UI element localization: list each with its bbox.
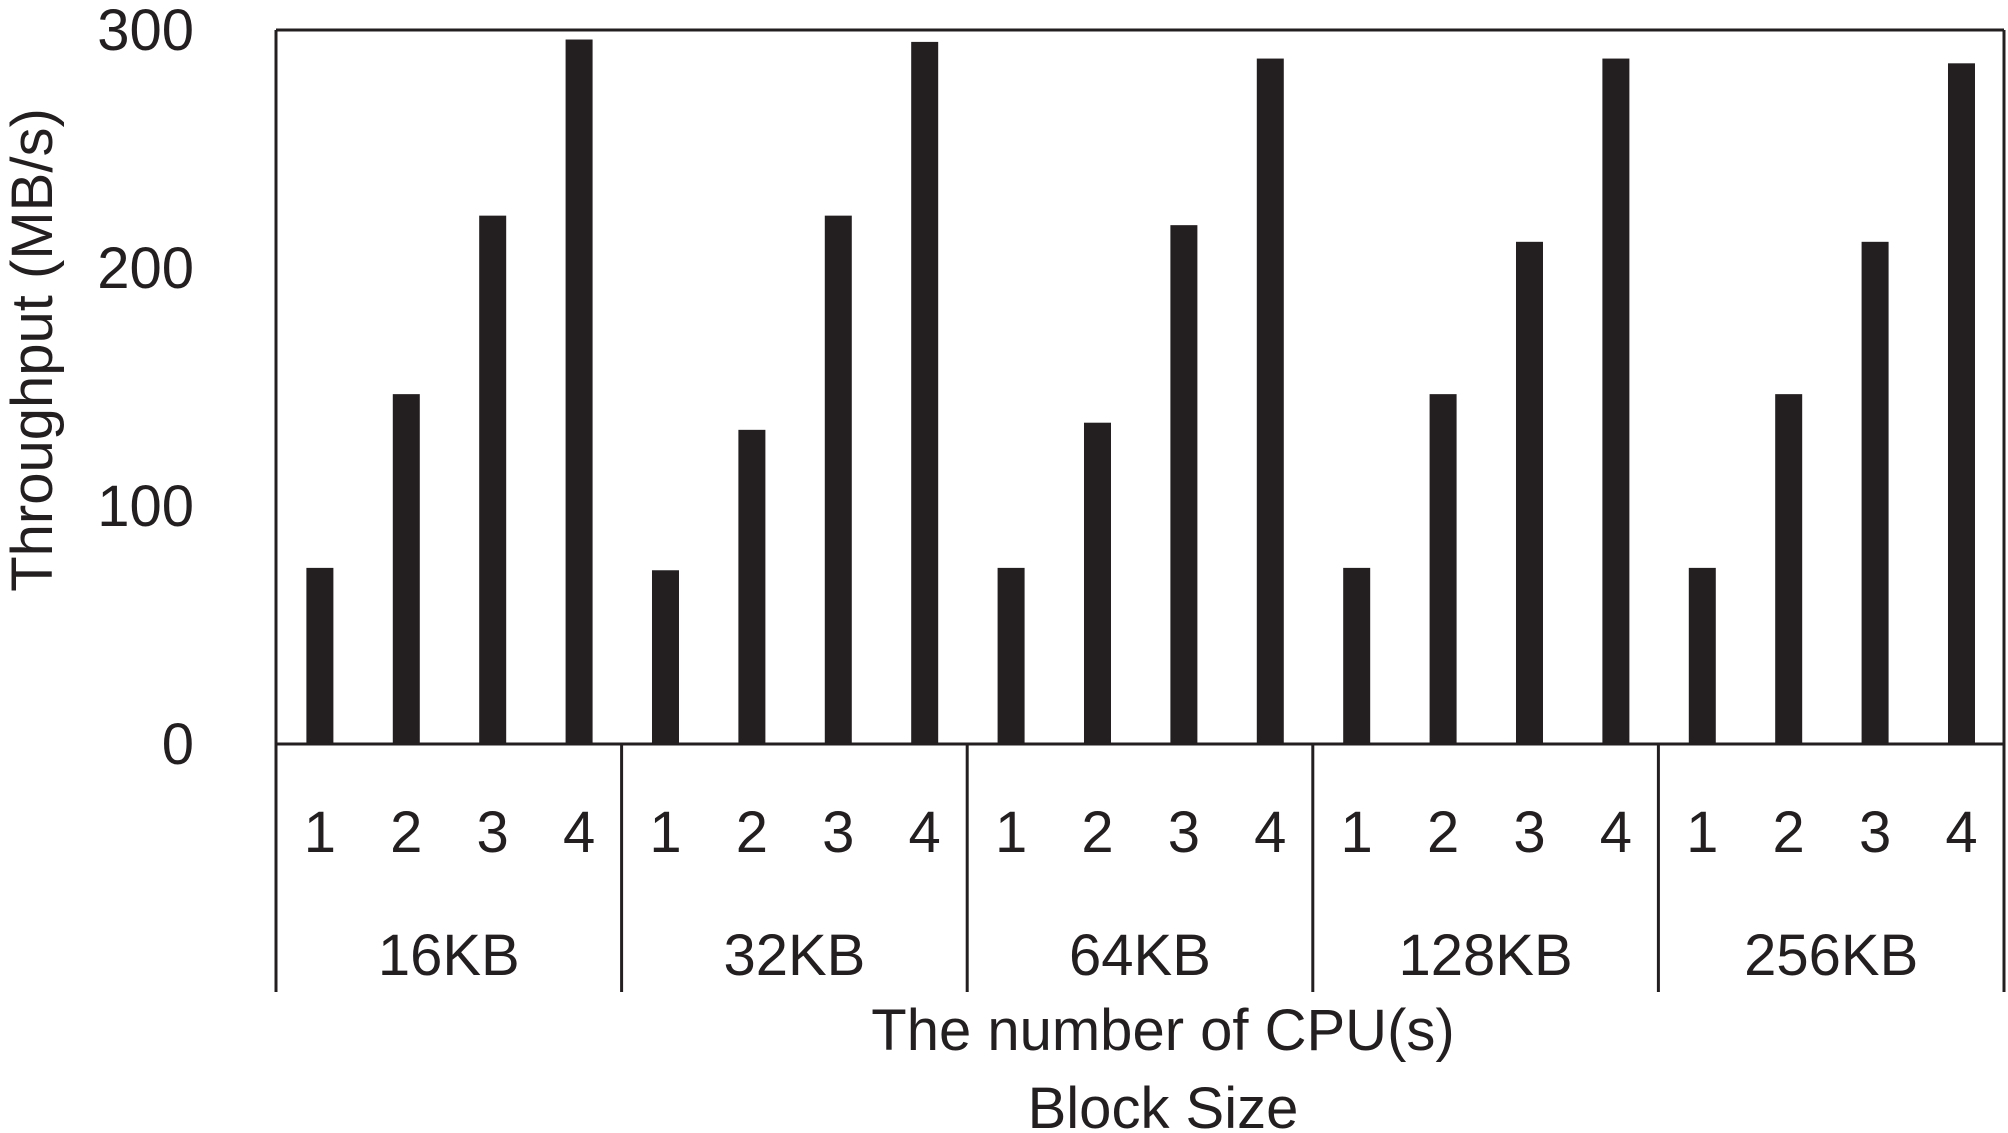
bar (1429, 394, 1457, 744)
block-size-label: 32KB (723, 923, 865, 988)
cpu-tick-label: 1 (1341, 800, 1373, 865)
block-size-label: 256KB (1744, 923, 1918, 988)
bar (738, 429, 766, 744)
block-size-label: 64KB (1069, 923, 1211, 988)
y-axis-label: Throughput (MB/s) (0, 108, 65, 592)
block-size-label: 128KB (1399, 923, 1573, 988)
y-tick-label: 300 (97, 0, 194, 63)
y-axis-ticks: 0 100 200 300 (97, 0, 194, 777)
cpu-tick-label: 3 (822, 800, 854, 865)
cpu-tick-label: 2 (736, 800, 768, 865)
bar (1602, 58, 1630, 745)
cpu-tick-label: 1 (995, 800, 1027, 865)
bar (479, 215, 507, 744)
cpu-tick-label: 4 (1254, 800, 1286, 865)
cpu-tick-label: 2 (1081, 800, 1113, 865)
bar (1343, 567, 1371, 744)
bar (1083, 422, 1111, 744)
bar (911, 41, 939, 744)
bar (824, 215, 852, 744)
x-axis-label-cpus: The number of CPU(s) (871, 998, 1454, 1063)
cpu-tick-label: 2 (1773, 800, 1805, 865)
bar (1861, 241, 1889, 744)
cpu-tick-label: 3 (1859, 800, 1891, 865)
cpu-tick-label: 3 (477, 800, 509, 865)
cpu-tick-label: 3 (1168, 800, 1200, 865)
cpu-tick-label: 4 (909, 800, 941, 865)
cpu-tick-label: 3 (1513, 800, 1545, 865)
block-size-label: 16KB (378, 923, 520, 988)
cpu-tick-label: 1 (649, 800, 681, 865)
cpu-tick-label: 4 (563, 800, 595, 865)
bar (306, 567, 334, 744)
bar (651, 570, 679, 744)
bar (1688, 567, 1716, 744)
plot-frame (274, 28, 2006, 746)
bar (565, 39, 593, 744)
cpu-tick-label: 4 (1945, 800, 1977, 865)
bar (392, 394, 420, 744)
bar (997, 567, 1025, 744)
x-axis-label-block-size: Block Size (1028, 1076, 1299, 1133)
bar (1515, 241, 1543, 744)
bar (1170, 225, 1198, 744)
bar (1775, 394, 1803, 744)
y-tick-label: 0 (162, 712, 194, 777)
bar (1947, 63, 1975, 744)
cpu-tick-label: 2 (1427, 800, 1459, 865)
y-tick-label: 100 (97, 474, 194, 539)
cpu-tick-label: 1 (1686, 800, 1718, 865)
bar (1256, 58, 1284, 745)
cpu-tick-label: 2 (390, 800, 422, 865)
cpu-tick-label: 1 (304, 800, 336, 865)
bars (306, 39, 1975, 745)
cpu-tick-label: 4 (1600, 800, 1632, 865)
y-tick-label: 200 (97, 236, 194, 301)
